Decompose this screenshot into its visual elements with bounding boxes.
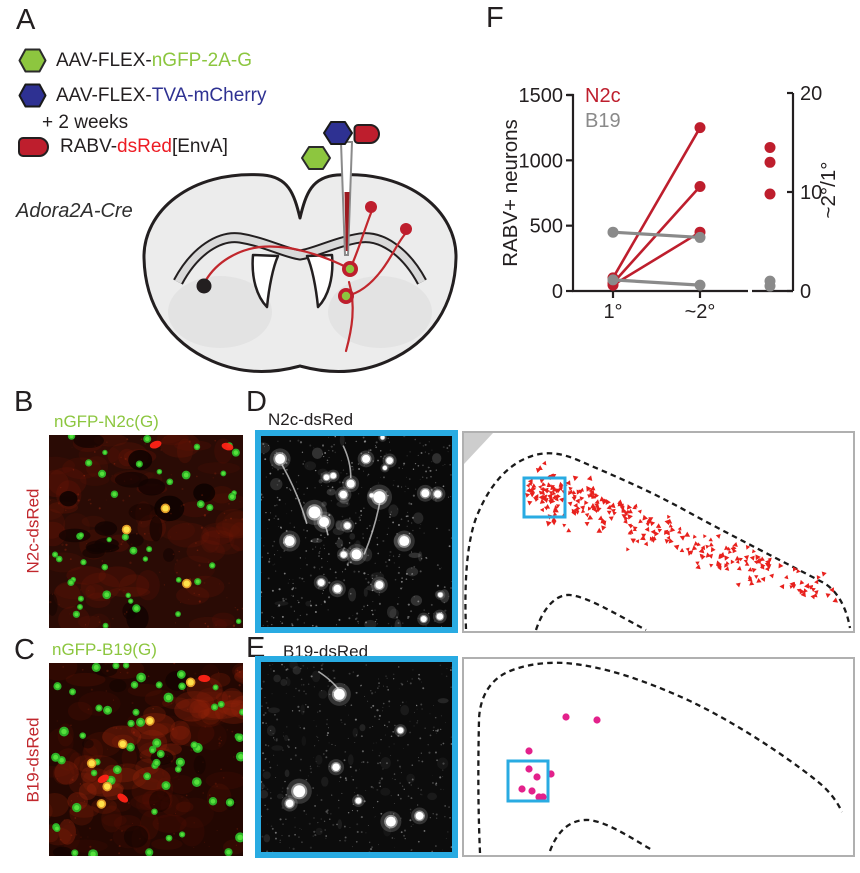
svg-text:1500: 1500 bbox=[519, 85, 564, 107]
striatum-shade-left bbox=[168, 276, 272, 348]
svg-text:N2c: N2c bbox=[585, 85, 621, 107]
striatum-outline-dashed bbox=[464, 452, 852, 630]
rabv-neurons-chart: 0 500 1000 1500 1° ~2° RABV+ neurons N2c B19 0 10 2… bbox=[499, 83, 840, 323]
legend-highlight: nGFP-2A-G bbox=[151, 49, 253, 71]
brain-schematic bbox=[142, 121, 458, 374]
legend-text-rabv: RABV-dsRed[EnvA] bbox=[60, 136, 228, 158]
map-border bbox=[462, 657, 855, 857]
svg-text:0: 0 bbox=[800, 281, 811, 303]
legend-row-aav-tva: AAV-FLEX-TVA-mCherry bbox=[18, 82, 266, 109]
red-capsule-icon bbox=[18, 137, 49, 157]
brain-outline bbox=[142, 173, 458, 374]
map-border bbox=[462, 431, 855, 633]
ventral-outline-dashed bbox=[534, 593, 647, 632]
roi-box bbox=[506, 759, 550, 803]
ventricle-right bbox=[305, 253, 334, 309]
svg-text:500: 500 bbox=[530, 216, 563, 238]
panel-b-title: nGFP-N2c(G) bbox=[54, 412, 159, 431]
panel-e-micrograph-frame bbox=[255, 656, 458, 858]
legend-suffix: [EnvA] bbox=[171, 136, 228, 157]
svg-text:20: 20 bbox=[800, 83, 822, 105]
fluorescence-micrograph-n2c bbox=[49, 435, 243, 628]
corpus-callosum-band bbox=[174, 234, 426, 284]
svg-text:10: 10 bbox=[800, 182, 822, 204]
svg-text:0: 0 bbox=[552, 281, 563, 303]
legend-prefix: AAV-FLEX- bbox=[56, 84, 152, 106]
panel-b-side-label: N2c-dsRed bbox=[23, 488, 43, 574]
ventricle-left bbox=[251, 253, 280, 309]
svg-text:~2°/1°: ~2°/1° bbox=[817, 162, 840, 219]
legend-text-aav-gfp: AAV-FLEX-nGFP-2A-G bbox=[56, 50, 252, 72]
starter-cell-nucleus bbox=[341, 291, 351, 301]
traced-neuron-soma bbox=[400, 223, 412, 235]
panel-f-label: F bbox=[486, 2, 504, 34]
blue-hexagon-icon bbox=[18, 83, 47, 108]
ventral-outline-dashed bbox=[548, 818, 653, 852]
green-hexagon-icon bbox=[301, 146, 331, 170]
roi-box bbox=[522, 476, 567, 519]
panel-d-title: N2c-dsRed bbox=[268, 410, 354, 429]
legend-row-rabv: RABV-dsRed[EnvA] bbox=[16, 136, 228, 158]
traced-neuron-soma bbox=[365, 201, 377, 213]
svg-text:1000: 1000 bbox=[519, 150, 564, 172]
svg-text:~2°: ~2° bbox=[685, 301, 716, 323]
mouse-line-label: Adora2A-Cre bbox=[16, 200, 133, 222]
panel-e-title: B19-dsRed bbox=[283, 642, 369, 661]
projection-target-soma bbox=[196, 278, 212, 294]
panel-c-title: nGFP-B19(G) bbox=[52, 640, 157, 659]
svg-text:B19: B19 bbox=[585, 110, 621, 132]
svg-text:RABV+ neurons: RABV+ neurons bbox=[499, 119, 522, 267]
grayscale-micrograph-n2c bbox=[256, 433, 453, 633]
grayscale-micrograph-b19 bbox=[257, 660, 453, 853]
svg-text:1°: 1° bbox=[603, 301, 622, 323]
legend-prefix: RABV- bbox=[60, 136, 118, 157]
labeled-neuron-dots bbox=[525, 460, 838, 603]
blue-hexagon-icon bbox=[323, 121, 353, 145]
striatum-map-n2c bbox=[462, 431, 855, 633]
pipette-red-fill bbox=[344, 192, 350, 251]
panel-d-label: D bbox=[246, 386, 267, 418]
starter-cell-nucleus bbox=[345, 264, 355, 274]
fluorescence-micrograph-b19 bbox=[49, 663, 243, 856]
axon-paths bbox=[204, 211, 408, 353]
legend-highlight: TVA-mCherry bbox=[151, 84, 267, 106]
legend-row-aav-gfp: AAV-FLEX-nGFP-2A-G bbox=[18, 47, 252, 74]
panel-b-label: B bbox=[14, 386, 34, 418]
legend-text-aav-tva: AAV-FLEX-TVA-mCherry bbox=[56, 85, 266, 107]
panel-d-micrograph-frame bbox=[255, 430, 458, 633]
panel-e-label: E bbox=[246, 632, 266, 664]
labeled-neuron-dots bbox=[518, 713, 601, 801]
panel-a-label: A bbox=[16, 4, 36, 36]
striatum-shade-right bbox=[328, 276, 432, 348]
red-capsule-icon bbox=[353, 124, 380, 144]
legend-prefix: AAV-FLEX- bbox=[56, 49, 152, 71]
panel-c-side-label: B19-dsRed bbox=[23, 717, 43, 803]
striatum-outline-dashed bbox=[477, 661, 844, 854]
green-hexagon-icon bbox=[18, 48, 47, 73]
legend-row-delay: + 2 weeks bbox=[42, 112, 129, 133]
corner-wedge bbox=[464, 433, 493, 464]
legend-highlight: dsRed bbox=[117, 136, 172, 157]
panel-c-label: C bbox=[14, 634, 35, 666]
striatum-map-b19 bbox=[462, 657, 855, 857]
